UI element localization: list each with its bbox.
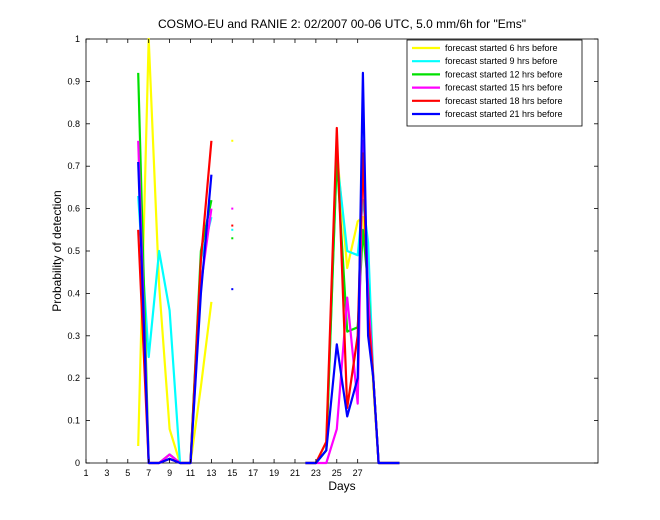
legend-entry: forecast started 18 hrs before xyxy=(445,96,563,106)
y-tick-label: 0 xyxy=(75,458,80,468)
series-point xyxy=(231,224,234,227)
series-line xyxy=(137,161,213,465)
x-axis-title: Days xyxy=(328,479,355,493)
legend-entry: forecast started 21 hrs before xyxy=(445,109,563,119)
legend-box xyxy=(406,39,583,127)
x-tick-label: 25 xyxy=(332,468,342,478)
y-tick-label: 0.1 xyxy=(67,416,80,426)
x-tick-label: 15 xyxy=(227,468,237,478)
series-point xyxy=(231,207,234,210)
series-point xyxy=(231,228,234,231)
y-tick-label: 0.3 xyxy=(67,331,80,341)
series-point xyxy=(231,139,234,142)
legend-entry: forecast started 6 hrs before xyxy=(445,43,558,53)
x-tick-label: 23 xyxy=(311,468,321,478)
x-tick-label: 13 xyxy=(206,468,216,478)
legend-entry: forecast started 9 hrs before xyxy=(445,56,558,66)
x-tick-label: 19 xyxy=(269,468,279,478)
x-tick-label: 7 xyxy=(146,468,151,478)
series-layer xyxy=(137,37,400,465)
y-axis-title: Probability of detection xyxy=(50,190,64,311)
y-tick-label: 0.5 xyxy=(67,246,80,256)
series-point xyxy=(231,288,234,291)
series-6 xyxy=(137,71,400,465)
x-tick-label: 27 xyxy=(353,468,363,478)
y-tick-label: 0.8 xyxy=(67,119,80,129)
legend-entry: forecast started 15 hrs before xyxy=(445,83,563,93)
y-tick-label: 0.9 xyxy=(67,76,80,86)
x-tick-label: 5 xyxy=(125,468,130,478)
y-tick-label: 0.2 xyxy=(67,373,80,383)
ticks-layer: 1 3 5 7 9 11 13 15 17 19 21 23 25 2700.10.20.30.40.50… xyxy=(67,34,598,478)
x-tick-label: 17 xyxy=(248,468,258,478)
chart-title: COSMO-EU and RANIE 2: 02/2007 00-06 UTC,… xyxy=(158,17,526,31)
legend-entry: forecast started 12 hrs before xyxy=(445,69,563,79)
series-line xyxy=(305,71,400,465)
x-tick-label: 1 xyxy=(83,468,88,478)
y-tick-label: 0.4 xyxy=(67,288,80,298)
x-tick-label: 9 xyxy=(167,468,172,478)
y-tick-label: 1 xyxy=(75,34,80,44)
x-tick-label: 21 xyxy=(290,468,300,478)
series-point xyxy=(231,237,234,240)
legend: forecast started 6 hrs before forecast st… xyxy=(406,39,583,127)
series-line xyxy=(137,37,213,465)
y-tick-label: 0.7 xyxy=(67,161,80,171)
x-tick-label: 11 xyxy=(186,468,195,478)
x-tick-label: 3 xyxy=(104,468,109,478)
y-tick-label: 0.6 xyxy=(67,204,80,214)
